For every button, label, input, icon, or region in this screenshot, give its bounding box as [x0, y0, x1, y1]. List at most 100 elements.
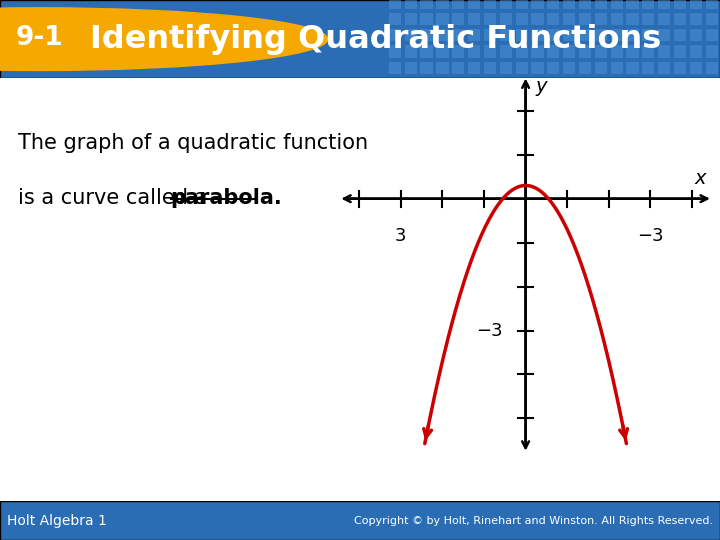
FancyBboxPatch shape [595, 0, 607, 9]
FancyBboxPatch shape [547, 29, 559, 42]
FancyBboxPatch shape [690, 62, 702, 75]
FancyBboxPatch shape [611, 45, 623, 58]
FancyBboxPatch shape [706, 0, 718, 9]
FancyBboxPatch shape [626, 62, 639, 75]
FancyBboxPatch shape [706, 62, 718, 75]
FancyBboxPatch shape [626, 45, 639, 58]
FancyBboxPatch shape [579, 29, 591, 42]
FancyBboxPatch shape [484, 62, 496, 75]
Text: −3: −3 [637, 227, 664, 245]
FancyBboxPatch shape [595, 45, 607, 58]
FancyBboxPatch shape [658, 45, 670, 58]
FancyBboxPatch shape [595, 12, 607, 25]
FancyBboxPatch shape [674, 0, 686, 9]
FancyBboxPatch shape [706, 45, 718, 58]
FancyBboxPatch shape [405, 45, 417, 58]
FancyBboxPatch shape [389, 62, 401, 75]
FancyBboxPatch shape [516, 62, 528, 75]
FancyBboxPatch shape [389, 45, 401, 58]
FancyBboxPatch shape [405, 62, 417, 75]
FancyBboxPatch shape [674, 12, 686, 25]
FancyBboxPatch shape [452, 0, 464, 9]
FancyBboxPatch shape [468, 45, 480, 58]
FancyBboxPatch shape [531, 12, 544, 25]
FancyBboxPatch shape [405, 0, 417, 9]
FancyBboxPatch shape [531, 62, 544, 75]
FancyBboxPatch shape [484, 0, 496, 9]
FancyBboxPatch shape [674, 62, 686, 75]
Text: −3: −3 [476, 321, 503, 340]
FancyBboxPatch shape [547, 12, 559, 25]
FancyBboxPatch shape [436, 12, 449, 25]
FancyBboxPatch shape [468, 12, 480, 25]
Text: Holt Algebra 1: Holt Algebra 1 [7, 514, 107, 528]
FancyBboxPatch shape [484, 45, 496, 58]
FancyBboxPatch shape [642, 0, 654, 9]
FancyBboxPatch shape [516, 45, 528, 58]
FancyBboxPatch shape [563, 0, 575, 9]
FancyBboxPatch shape [642, 12, 654, 25]
FancyBboxPatch shape [436, 62, 449, 75]
FancyBboxPatch shape [658, 62, 670, 75]
FancyBboxPatch shape [420, 62, 433, 75]
FancyBboxPatch shape [452, 29, 464, 42]
FancyBboxPatch shape [516, 0, 528, 9]
Circle shape [0, 8, 328, 71]
FancyBboxPatch shape [389, 29, 401, 42]
FancyBboxPatch shape [452, 12, 464, 25]
FancyBboxPatch shape [563, 12, 575, 25]
FancyBboxPatch shape [547, 62, 559, 75]
FancyBboxPatch shape [611, 29, 623, 42]
FancyBboxPatch shape [706, 29, 718, 42]
FancyBboxPatch shape [516, 12, 528, 25]
FancyBboxPatch shape [436, 29, 449, 42]
FancyBboxPatch shape [579, 45, 591, 58]
FancyBboxPatch shape [516, 29, 528, 42]
FancyBboxPatch shape [452, 62, 464, 75]
FancyBboxPatch shape [436, 45, 449, 58]
FancyBboxPatch shape [531, 0, 544, 9]
FancyBboxPatch shape [484, 12, 496, 25]
FancyBboxPatch shape [611, 62, 623, 75]
Text: 9-1: 9-1 [16, 25, 63, 51]
FancyBboxPatch shape [531, 45, 544, 58]
FancyBboxPatch shape [420, 45, 433, 58]
FancyBboxPatch shape [0, 501, 720, 540]
FancyBboxPatch shape [642, 45, 654, 58]
FancyBboxPatch shape [452, 45, 464, 58]
FancyBboxPatch shape [579, 0, 591, 9]
FancyBboxPatch shape [531, 29, 544, 42]
FancyBboxPatch shape [500, 0, 512, 9]
FancyBboxPatch shape [674, 45, 686, 58]
FancyBboxPatch shape [579, 62, 591, 75]
FancyBboxPatch shape [642, 29, 654, 42]
FancyBboxPatch shape [690, 0, 702, 9]
FancyBboxPatch shape [500, 29, 512, 42]
FancyBboxPatch shape [626, 12, 639, 25]
FancyBboxPatch shape [500, 12, 512, 25]
FancyBboxPatch shape [420, 0, 433, 9]
FancyBboxPatch shape [626, 29, 639, 42]
FancyBboxPatch shape [389, 12, 401, 25]
FancyBboxPatch shape [706, 12, 718, 25]
Text: Copyright © by Holt, Rinehart and Winston. All Rights Reserved.: Copyright © by Holt, Rinehart and Winsto… [354, 516, 713, 525]
FancyBboxPatch shape [468, 62, 480, 75]
FancyBboxPatch shape [405, 12, 417, 25]
Text: The graph of a quadratic function: The graph of a quadratic function [18, 133, 368, 153]
FancyBboxPatch shape [690, 29, 702, 42]
Text: 3: 3 [395, 227, 407, 245]
FancyBboxPatch shape [468, 0, 480, 9]
FancyBboxPatch shape [420, 12, 433, 25]
FancyBboxPatch shape [500, 62, 512, 75]
FancyBboxPatch shape [389, 0, 401, 9]
FancyBboxPatch shape [547, 0, 559, 9]
Text: is a curve called a: is a curve called a [18, 188, 214, 208]
FancyBboxPatch shape [658, 29, 670, 42]
Text: y: y [536, 77, 547, 96]
FancyBboxPatch shape [563, 29, 575, 42]
Text: Identifying Quadratic Functions: Identifying Quadratic Functions [90, 24, 661, 55]
FancyBboxPatch shape [690, 12, 702, 25]
FancyBboxPatch shape [611, 0, 623, 9]
FancyBboxPatch shape [579, 12, 591, 25]
FancyBboxPatch shape [405, 29, 417, 42]
